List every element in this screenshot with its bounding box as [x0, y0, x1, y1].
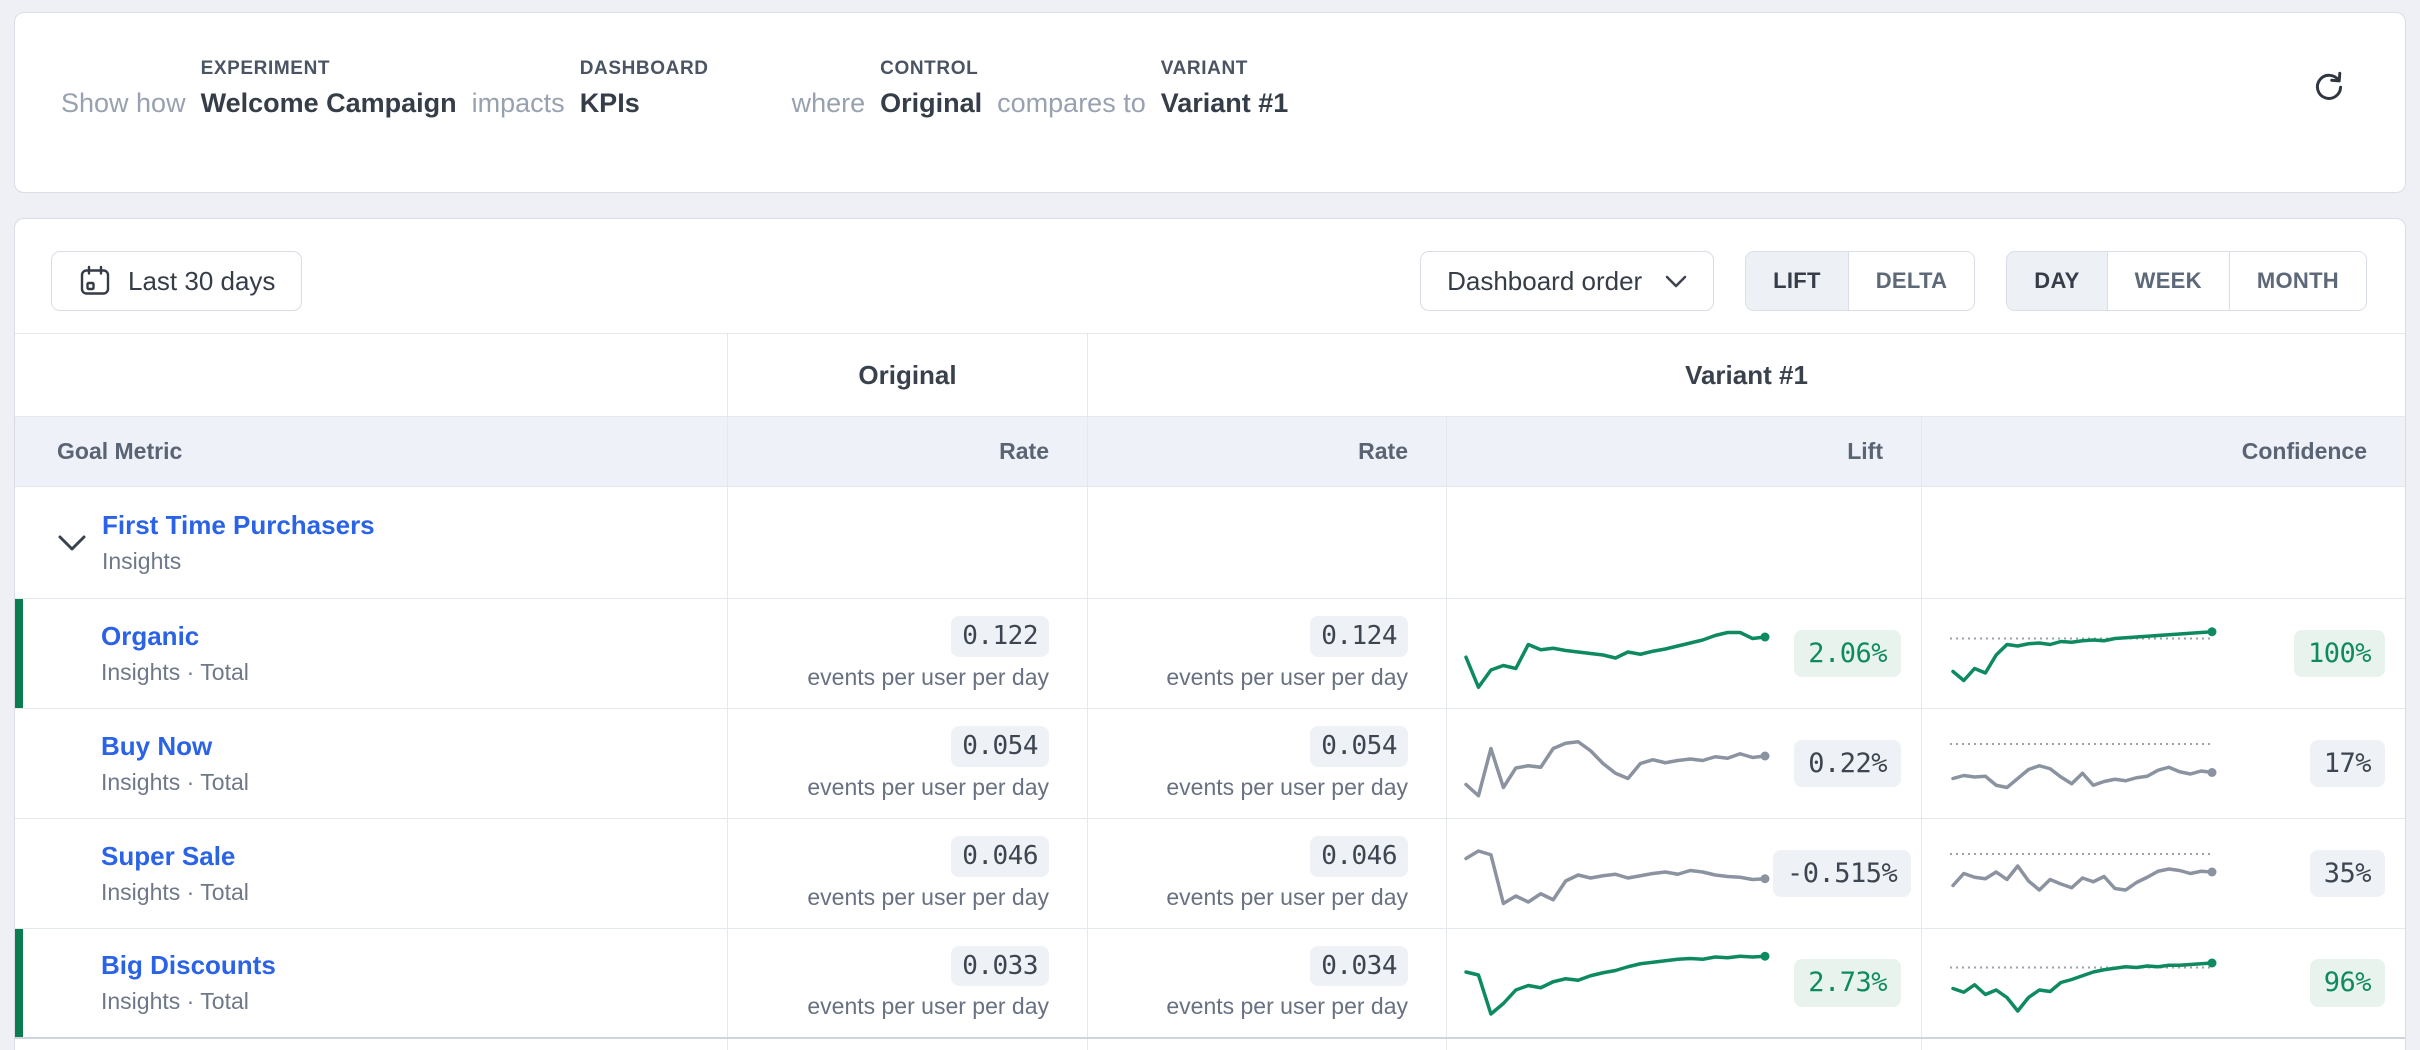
table-row-buy-now: Buy Now Insights · Total 0.054 events pe… — [15, 709, 2405, 819]
table-row-big-discounts: Big Discounts Insights · Total 0.033 eve… — [15, 929, 2405, 1039]
rate-unit: events per user per day — [1166, 773, 1408, 800]
control-rate-value: 0.046 — [951, 836, 1049, 877]
dashboard-order-label: Dashboard order — [1447, 265, 1643, 296]
toolbar: Last 30 days Dashboard order LIFT DELTA … — [51, 251, 2367, 311]
metric-link[interactable]: Big Discounts — [101, 950, 276, 981]
date-range-button[interactable]: Last 30 days — [51, 251, 303, 311]
variant-rate-value: 0.034 — [1310, 945, 1408, 987]
metric-link[interactable]: Buy Now — [101, 730, 213, 761]
confidence-badge: 96% — [2309, 959, 2385, 1007]
confidence-badge: 35% — [2309, 849, 2385, 898]
control-value[interactable]: Original — [880, 88, 983, 118]
confidence-badge: 100% — [2293, 629, 2385, 678]
experiment-selector[interactable]: EXPERIMENT Welcome Campaign — [201, 59, 457, 119]
confidence-sparkline — [1948, 940, 2220, 1026]
toggle-lift[interactable]: LIFT — [1746, 252, 1849, 310]
variant-value[interactable]: Variant #1 — [1160, 88, 1289, 118]
experiment-value[interactable]: Welcome Campaign — [200, 88, 457, 118]
rate-unit: events per user per day — [1166, 663, 1408, 690]
dashboard-value[interactable]: KPIs — [579, 88, 640, 118]
calendar-icon — [80, 265, 110, 295]
lift-sparkline — [1461, 721, 1773, 807]
table-row-first-time-purchasers: First Time Purchasers Insights — [15, 487, 2405, 599]
variant-rate-value: 0.124 — [1310, 616, 1408, 657]
variant-label: VARIANT — [1160, 58, 1248, 79]
column-goal-metric: Goal Metric — [15, 417, 728, 486]
date-range-label: Last 30 days — [128, 265, 276, 296]
lift-sparkline — [1461, 611, 1773, 697]
refresh-button[interactable] — [2305, 63, 2353, 111]
control-rate-value: 0.054 — [951, 726, 1049, 767]
metric-link[interactable]: First Time Purchasers — [102, 509, 375, 540]
confidence-sparkline — [1948, 831, 2220, 917]
table-row-super-sale: Super Sale Insights · Total 0.046 events… — [15, 819, 2405, 929]
rate-unit: events per user per day — [807, 993, 1049, 1020]
toggle-day[interactable]: DAY — [2007, 252, 2108, 310]
lift-sparkline — [1461, 831, 1773, 917]
query-phrase: Show how EXPERIMENT Welcome Campaign imp… — [15, 13, 2405, 119]
rate-unit: events per user per day — [807, 883, 1049, 910]
report-card: Last 30 days Dashboard order LIFT DELTA … — [14, 218, 2406, 1050]
variant-rate-value: 0.046 — [1310, 836, 1408, 877]
metric-subtitle: Insights · Total — [101, 988, 249, 1015]
table-row-organic: Organic Insights · Total 0.122 events pe… — [15, 599, 2405, 709]
control-rate-value: 0.033 — [951, 945, 1049, 987]
group-header-row: Original Variant #1 — [15, 334, 2405, 417]
lift-badge: 2.73% — [1794, 959, 1901, 1007]
confidence-sparkline — [1948, 721, 2220, 807]
lift-badge: 2.06% — [1794, 629, 1901, 678]
metric-link[interactable]: Organic — [101, 620, 200, 651]
column-control-rate: Rate — [728, 417, 1088, 486]
table-row-partial — [15, 1039, 2405, 1050]
control-rate-value: 0.122 — [951, 616, 1049, 657]
metric-link[interactable]: Super Sale — [101, 840, 236, 871]
lift-badge: 0.22% — [1794, 739, 1901, 788]
column-lift: Lift — [1447, 417, 1922, 486]
toggle-month[interactable]: MONTH — [2229, 252, 2366, 310]
metric-subtitle: Insights — [102, 547, 182, 574]
control-selector[interactable]: CONTROL Original — [880, 59, 982, 119]
metric-subtitle: Insights · Total — [101, 768, 249, 795]
metric-subtitle: Insights · Total — [101, 658, 249, 685]
lift-badge: -0.515% — [1773, 849, 1912, 898]
rate-unit: events per user per day — [1166, 883, 1408, 910]
column-confidence: Confidence — [2241, 438, 2367, 464]
group-header-variant: Variant #1 — [1685, 359, 1808, 390]
lift-delta-toggle: LIFT DELTA — [1745, 251, 1976, 311]
column-header-row: Goal Metric Rate Rate Lift Confidence — [15, 417, 2405, 487]
variant-rate-value: 0.054 — [1310, 726, 1408, 767]
metric-subtitle: Insights · Total — [101, 878, 249, 905]
toggle-delta[interactable]: DELTA — [1848, 252, 1975, 310]
toolbar-right-group: Dashboard order LIFT DELTA DAY WEEK MONT… — [1420, 251, 2367, 311]
refresh-icon — [2315, 71, 2343, 100]
collapse-chevron-icon[interactable] — [56, 527, 87, 558]
experiment-label: EXPERIMENT — [200, 58, 331, 79]
granularity-toggle: DAY WEEK MONTH — [2006, 251, 2367, 311]
toggle-week[interactable]: WEEK — [2107, 252, 2230, 310]
dashboard-order-dropdown[interactable]: Dashboard order — [1420, 251, 1715, 311]
phrase-impacts: impacts — [471, 88, 565, 118]
significance-marker — [15, 599, 23, 708]
dashboard-label: DASHBOARD — [579, 58, 709, 79]
dashboard-selector[interactable]: DASHBOARD KPIs — [580, 59, 709, 119]
column-variant-rate: Rate — [1088, 417, 1447, 486]
significance-marker — [15, 929, 23, 1037]
control-label: CONTROL — [880, 58, 979, 79]
rate-unit: events per user per day — [1166, 993, 1408, 1020]
rate-unit: events per user per day — [807, 773, 1049, 800]
phrase-show-how: Show how — [61, 88, 186, 118]
experiment-table: Original Variant #1 Goal Metric Rate Rat… — [15, 333, 2405, 1050]
confidence-badge: 17% — [2309, 739, 2385, 788]
chevron-down-icon — [1665, 275, 1687, 287]
phrase-where: where — [791, 88, 866, 118]
confidence-sparkline — [1948, 611, 2220, 697]
phrase-compares-to: compares to — [997, 88, 1146, 118]
group-header-control: Original — [728, 334, 1088, 416]
variant-selector[interactable]: VARIANT Variant #1 — [1161, 59, 1289, 119]
query-header-card: Show how EXPERIMENT Welcome Campaign imp… — [14, 12, 2406, 193]
rate-unit: events per user per day — [807, 663, 1049, 690]
lift-sparkline — [1461, 940, 1773, 1026]
